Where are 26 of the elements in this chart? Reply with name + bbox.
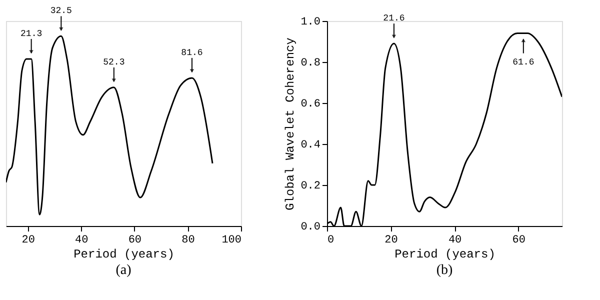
y-tick-label: 0.2 <box>300 180 320 192</box>
text: (a) <box>116 263 132 278</box>
annotation: 21.6 <box>383 14 405 24</box>
x-tick-label: 0 <box>328 234 334 246</box>
y-tick-label: 0.0 <box>300 222 320 234</box>
y-tick-label: 1.0 <box>300 16 320 28</box>
y-tick-label: 0.4 <box>300 140 321 152</box>
x-tick-label: 60 <box>128 234 142 246</box>
y-tick-label: 0.8 <box>300 58 320 70</box>
annotation: 81.6 <box>181 48 203 58</box>
x-tick-label: 100 <box>222 234 242 246</box>
x-axis-title: Period (years) <box>74 248 174 262</box>
y-tick-label: 0.6 <box>300 98 320 110</box>
annotation: 21.3 <box>20 28 42 39</box>
x-tick-label: 20 <box>384 234 398 246</box>
annotation: 32.5 <box>50 6 72 16</box>
x-tick-label: 20 <box>22 234 35 246</box>
x-tick-label: 40 <box>448 234 462 246</box>
annotation: 61.6 <box>512 57 534 68</box>
x-tick-label: 60 <box>512 234 526 246</box>
x-axis-title: Period (years) <box>394 248 496 262</box>
annotation: 52.3 <box>103 57 125 68</box>
text: (b) <box>436 263 453 278</box>
y-axis-title: Global Wavelet Coherency <box>284 38 298 210</box>
x-tick-label: 40 <box>75 234 88 246</box>
x-tick-label: 80 <box>182 234 195 246</box>
